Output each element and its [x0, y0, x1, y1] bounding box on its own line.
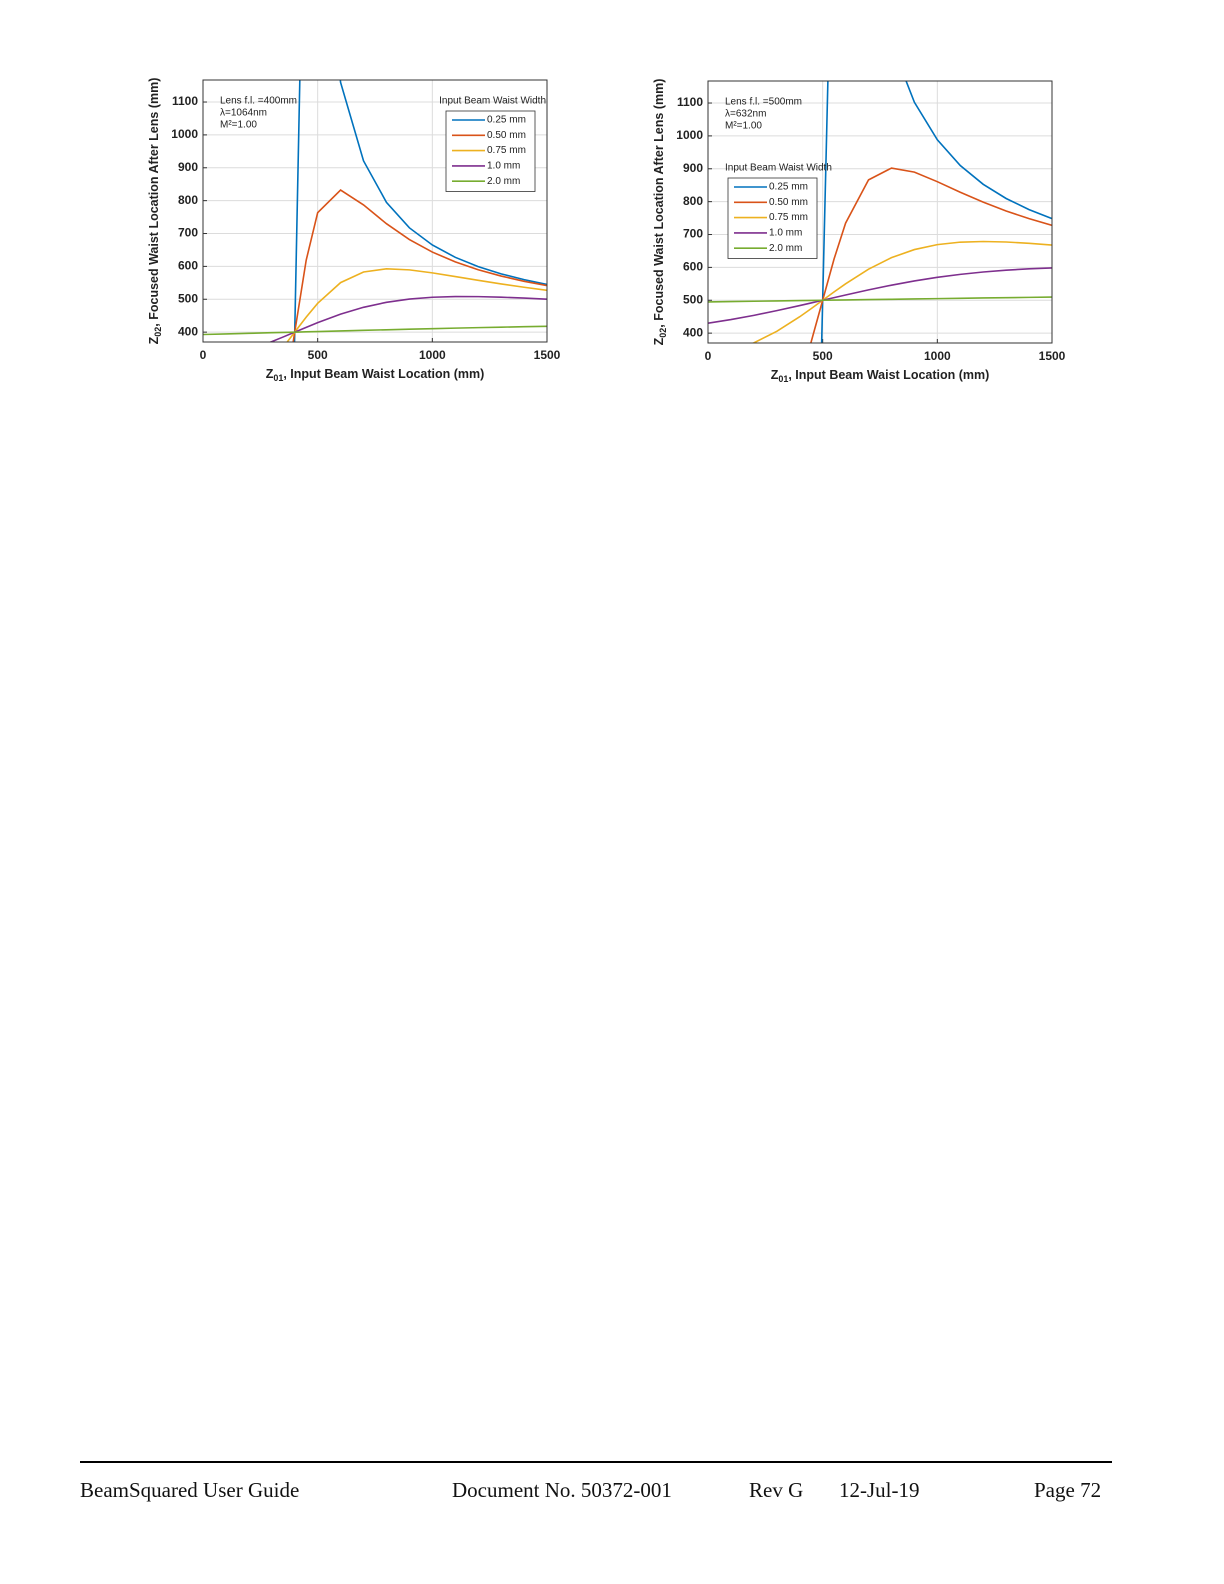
x-tick-label: 1000: [419, 348, 446, 362]
footer-title: BeamSquared User Guide: [80, 1478, 300, 1502]
axis-label-text: , Input Beam Waist Location (mm): [283, 367, 484, 381]
footer-document: Document No. 50372-001: [452, 1478, 672, 1502]
y-tick-label: 500: [683, 292, 703, 306]
series-line: [293, 80, 547, 342]
axis-label: Z02, Focused Waist Location After Lens (…: [652, 79, 668, 346]
y-tick-label: 1100: [677, 95, 703, 109]
x-tick-label: 1500: [534, 348, 561, 362]
series-lines: [708, 81, 1052, 343]
y-label-group: Z02, Focused Waist Location After Lens (…: [147, 78, 163, 345]
legend-label: 0.25 mm: [487, 115, 526, 126]
footer-page: Page 72: [1034, 1478, 1102, 1502]
y-tick-label: 600: [178, 259, 198, 273]
axis-label-symbol: Z: [266, 367, 274, 381]
series-lines: [203, 80, 547, 342]
series-line: [292, 189, 547, 342]
footer-date: 12-Jul-19: [839, 1478, 920, 1502]
x-tick-label: 0: [705, 349, 712, 363]
axis-label: Z02, Focused Waist Location After Lens (…: [147, 78, 163, 345]
x-tick-label: 500: [813, 349, 833, 363]
y-tick-label: 900: [683, 161, 703, 175]
y-tick-label: 1000: [676, 128, 703, 142]
legend-title: Input Beam Waist Width: [439, 96, 546, 107]
axis-label-subscript: 02: [658, 328, 668, 338]
y-label-group: Z02, Focused Waist Location After Lens (…: [652, 79, 668, 346]
series-line: [820, 81, 1052, 343]
plot-frame: [202, 79, 548, 343]
axis-label-symbol: Z: [652, 337, 666, 345]
footer-revision: Rev G: [749, 1478, 804, 1502]
legend-label: 0.50 mm: [487, 130, 526, 141]
annotation: M²=1.00: [220, 120, 257, 131]
legend-label: 1.0 mm: [487, 161, 520, 172]
plot-frame: [707, 80, 1053, 344]
legend-label: 0.50 mm: [769, 197, 808, 208]
y-tick-label: 400: [683, 325, 703, 339]
footer-rule: [80, 1461, 1112, 1463]
annotation: Lens f.l. =400mm: [220, 96, 297, 107]
annotation: M²=1.00: [725, 121, 762, 132]
axis-label-subscript: 02: [153, 327, 163, 337]
axis-label-subscript: 01: [778, 374, 788, 384]
x-tick-label: 500: [308, 348, 328, 362]
series-line: [708, 267, 1052, 324]
legend-label: 1.0 mm: [769, 228, 802, 239]
axis-label-subscript: 01: [273, 373, 283, 383]
y-tick-label: 900: [178, 160, 198, 174]
y-tick-label: 600: [683, 260, 703, 274]
legend-label: 0.75 mm: [769, 212, 808, 223]
legend-title: Input Beam Waist Width: [725, 163, 832, 174]
axis-label-text: , Focused Waist Location After Lens (mm): [147, 78, 161, 327]
legend-label: 0.75 mm: [487, 145, 526, 156]
x-tick-label: 1500: [1039, 349, 1066, 363]
y-tick-label: 700: [178, 226, 198, 240]
legend-label: 2.0 mm: [769, 243, 802, 254]
axis-label-symbol: Z: [147, 336, 161, 344]
series-line: [708, 296, 1052, 303]
axis-label: Z01, Input Beam Waist Location (mm): [266, 367, 485, 383]
annotation: Lens f.l. =500mm: [725, 97, 802, 108]
legend-label: 0.25 mm: [769, 182, 808, 193]
x-tick-label: 0: [200, 348, 207, 362]
axis-label: Z01, Input Beam Waist Location (mm): [771, 368, 990, 384]
y-tick-label: 800: [178, 193, 198, 207]
y-tick-label: 1000: [171, 127, 198, 141]
y-tick-label: 700: [683, 227, 703, 241]
series-line: [203, 325, 547, 336]
annotation: λ=1064nm: [220, 108, 267, 119]
series-line: [268, 295, 547, 342]
axis-label-text: , Focused Waist Location After Lens (mm): [652, 79, 666, 328]
figures: 0 500 1000 1500 400 500 600 700 800 900 1000 1100 Le…: [147, 78, 1066, 385]
y-tick-label: 400: [178, 324, 198, 338]
series-line: [809, 167, 1052, 343]
y-tick-label: 800: [683, 194, 703, 208]
axis-label-text: , Input Beam Waist Location (mm): [788, 368, 989, 382]
axis-label-symbol: Z: [771, 368, 779, 382]
y-tick-label: 500: [178, 291, 198, 305]
series-line: [286, 268, 547, 342]
y-tick-label: 1100: [172, 94, 198, 108]
x-tick-label: 1000: [924, 349, 951, 363]
series-line: [751, 240, 1052, 343]
annotation: λ=632nm: [725, 109, 766, 120]
legend-label: 2.0 mm: [487, 176, 520, 187]
